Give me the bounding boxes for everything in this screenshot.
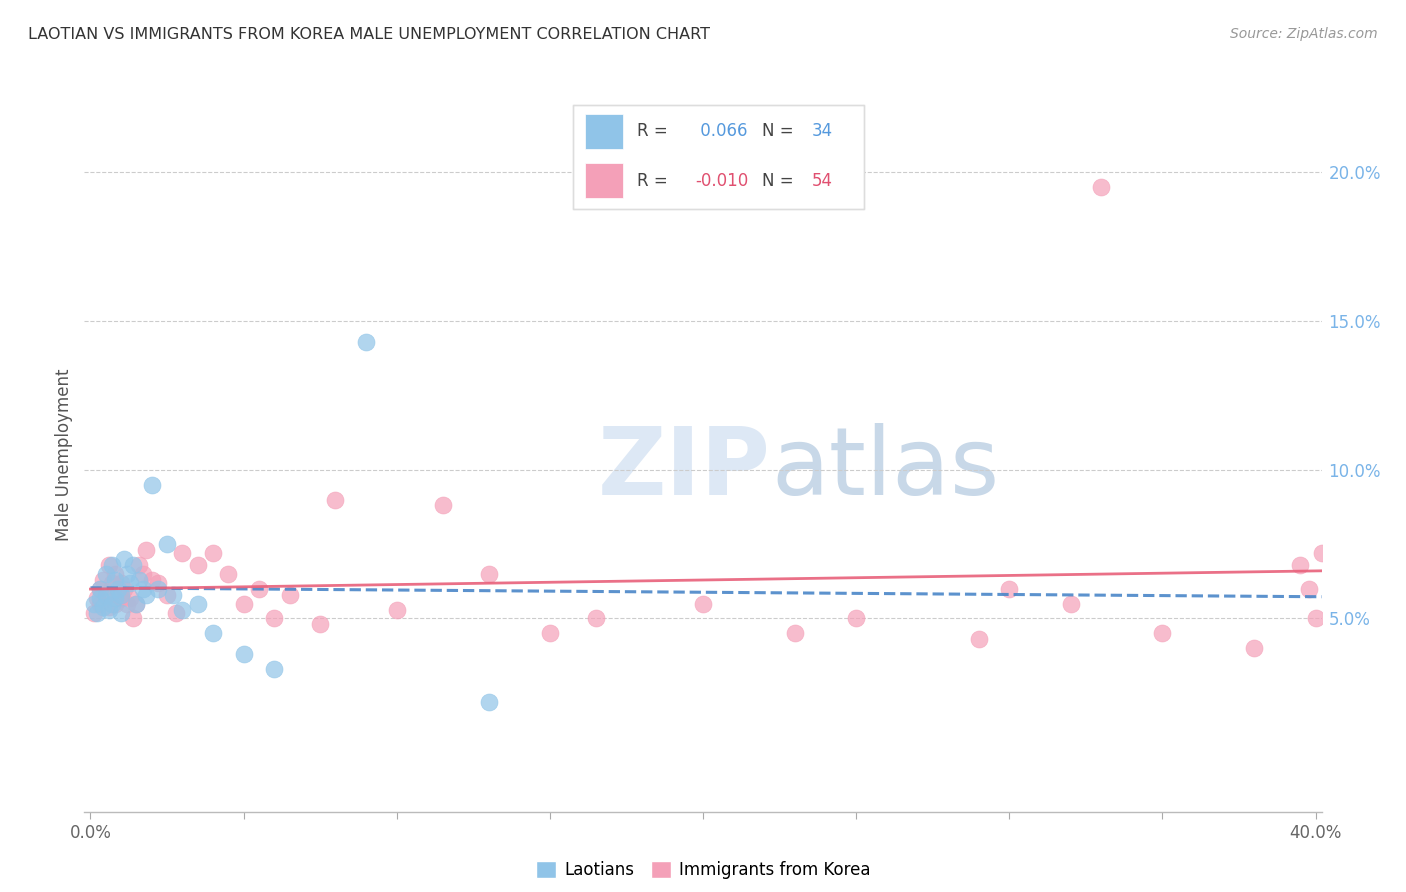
- Point: [120, 575, 142, 590]
- Point: [86, 606, 108, 620]
- Point: [101, 575, 124, 590]
- Point: [135, 543, 157, 558]
- Point: [1298, 582, 1320, 596]
- Point: [967, 632, 990, 647]
- Point: [131, 582, 153, 596]
- Point: [385, 602, 408, 616]
- Point: [156, 537, 179, 551]
- Y-axis label: Male Unemployment: Male Unemployment: [55, 368, 73, 541]
- Point: [1289, 558, 1312, 572]
- Point: [585, 611, 607, 625]
- Point: [325, 492, 347, 507]
- Point: [263, 662, 285, 676]
- Legend: Laotians, Immigrants from Korea: Laotians, Immigrants from Korea: [529, 854, 877, 886]
- Point: [141, 477, 163, 491]
- Point: [998, 582, 1021, 596]
- Point: [89, 591, 111, 605]
- Point: [110, 575, 132, 590]
- Point: [278, 588, 301, 602]
- Point: [83, 606, 105, 620]
- Point: [478, 566, 501, 581]
- Point: [162, 588, 184, 602]
- Point: [122, 558, 145, 572]
- Point: [478, 695, 501, 709]
- Point: [107, 582, 129, 596]
- Point: [1310, 546, 1333, 560]
- Point: [201, 626, 224, 640]
- Point: [131, 566, 153, 581]
- Text: Source: ZipAtlas.com: Source: ZipAtlas.com: [1230, 27, 1378, 41]
- Point: [107, 588, 129, 602]
- Point: [94, 588, 117, 602]
- Point: [1243, 641, 1265, 656]
- Point: [146, 575, 169, 590]
- Point: [89, 582, 111, 596]
- Point: [89, 597, 111, 611]
- Point: [232, 647, 254, 661]
- Point: [783, 626, 806, 640]
- Point: [97, 558, 120, 572]
- Text: ZIP: ZIP: [598, 423, 770, 516]
- Point: [1152, 626, 1174, 640]
- Point: [141, 573, 163, 587]
- Point: [112, 552, 135, 566]
- Point: [115, 566, 138, 581]
- Point: [112, 582, 135, 596]
- Point: [354, 334, 377, 349]
- Point: [135, 588, 157, 602]
- Point: [104, 566, 127, 581]
- Point: [83, 597, 105, 611]
- Point: [115, 597, 138, 611]
- Point: [125, 597, 148, 611]
- Point: [125, 597, 148, 611]
- Point: [89, 582, 111, 596]
- Point: [86, 591, 108, 605]
- Point: [217, 566, 239, 581]
- Point: [1059, 597, 1081, 611]
- Point: [128, 558, 150, 572]
- Point: [128, 573, 150, 587]
- Point: [91, 599, 114, 614]
- Point: [101, 597, 124, 611]
- Point: [1305, 611, 1327, 625]
- Point: [146, 582, 169, 596]
- Point: [1090, 180, 1112, 194]
- Point: [94, 588, 117, 602]
- Point: [97, 599, 120, 614]
- Point: [187, 597, 209, 611]
- Point: [91, 573, 114, 587]
- Point: [172, 546, 194, 560]
- Point: [110, 591, 132, 605]
- Point: [845, 611, 868, 625]
- Point: [120, 591, 142, 605]
- Point: [309, 617, 332, 632]
- Point: [94, 566, 117, 581]
- Point: [232, 597, 254, 611]
- Point: [110, 606, 132, 620]
- Point: [165, 606, 187, 620]
- Point: [156, 588, 179, 602]
- Point: [692, 597, 714, 611]
- Point: [122, 611, 145, 625]
- Point: [97, 602, 120, 616]
- Text: atlas: atlas: [770, 423, 1000, 516]
- Point: [187, 558, 209, 572]
- Point: [538, 626, 561, 640]
- Point: [201, 546, 224, 560]
- Point: [104, 591, 127, 605]
- Point: [104, 573, 127, 587]
- Point: [263, 611, 285, 625]
- Point: [110, 588, 132, 602]
- Point: [104, 597, 127, 611]
- Point: [247, 582, 270, 596]
- Point: [101, 558, 124, 572]
- Text: LAOTIAN VS IMMIGRANTS FROM KOREA MALE UNEMPLOYMENT CORRELATION CHART: LAOTIAN VS IMMIGRANTS FROM KOREA MALE UN…: [28, 27, 710, 42]
- Point: [432, 499, 454, 513]
- Point: [172, 602, 194, 616]
